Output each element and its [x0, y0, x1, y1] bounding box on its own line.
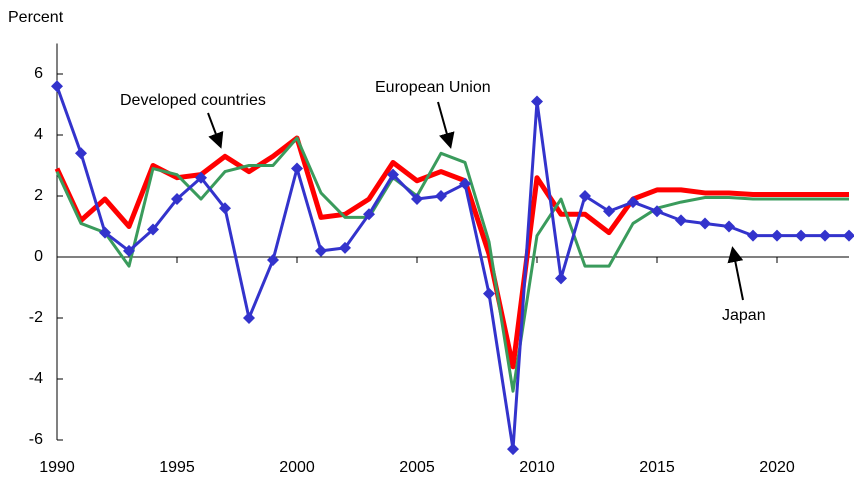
marker [507, 443, 519, 456]
marker [219, 202, 231, 215]
series-label: Japan [722, 307, 766, 324]
label-arrow [437, 101, 455, 149]
x-tick-label: 2000 [279, 459, 315, 476]
y-tick-label: 0 [34, 248, 43, 265]
y-axis-label: Percent [8, 9, 64, 26]
x-tick-label: 2010 [519, 459, 555, 476]
series-label: European Union [375, 79, 491, 96]
marker [771, 229, 783, 242]
x-tick-label: 2020 [759, 459, 795, 476]
marker [723, 220, 735, 233]
marker [843, 229, 854, 242]
marker [483, 287, 495, 300]
marker [243, 312, 255, 324]
y-tick-label: -6 [29, 431, 43, 448]
marker [75, 147, 87, 160]
marker [651, 205, 663, 218]
marker [411, 193, 423, 206]
marker [195, 171, 207, 184]
x-tick-label: 2005 [399, 459, 435, 476]
marker [531, 95, 543, 108]
marker [267, 254, 279, 267]
marker [99, 226, 111, 239]
marker [795, 229, 807, 242]
marker [603, 205, 615, 218]
series-line [55, 85, 849, 451]
marker [291, 162, 303, 175]
marker [171, 193, 183, 206]
y-tick-label: -4 [29, 370, 43, 387]
x-tick-label: 1995 [159, 459, 195, 476]
y-tick-label: 4 [34, 126, 43, 143]
marker [363, 208, 375, 221]
x-tick-label: 1990 [39, 459, 75, 476]
marker [747, 229, 759, 242]
marker [675, 214, 687, 227]
y-tick-label: -2 [29, 309, 43, 326]
x-tick-label: 2015 [639, 459, 675, 476]
marker [315, 244, 327, 257]
marker [555, 272, 567, 285]
marker [819, 229, 831, 242]
marker [51, 80, 63, 93]
marker [459, 177, 471, 190]
marker [699, 217, 711, 230]
marker [579, 190, 591, 202]
series-line [54, 135, 849, 370]
series-label: Developed countries [120, 92, 266, 109]
marker [123, 244, 135, 257]
marker [147, 223, 159, 236]
y-tick-label: 2 [34, 187, 43, 204]
label-arrow [727, 246, 744, 301]
marker [435, 190, 447, 202]
label-arrow [207, 112, 224, 149]
y-tick-label: 6 [34, 65, 43, 82]
marker [387, 168, 399, 181]
marker [339, 241, 351, 254]
marker [627, 196, 639, 209]
